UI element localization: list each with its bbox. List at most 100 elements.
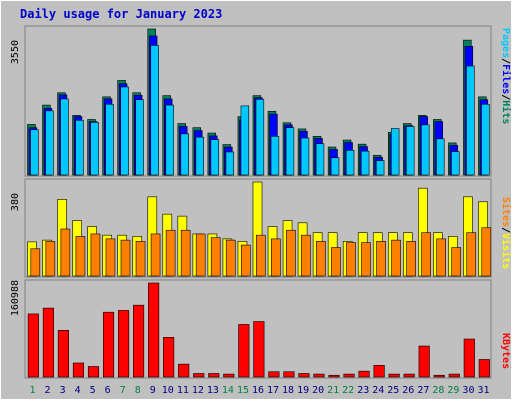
kbytes-bar-day-17 (268, 371, 280, 378)
pages-bar-day-17 (270, 136, 280, 176)
hits-files-pages-panel: 3550 Pages/Files/Hits (10, 25, 512, 177)
day-label-20: 20 (312, 385, 324, 396)
sites-bar-day-4 (75, 236, 86, 277)
day-label-16: 16 (252, 385, 264, 396)
kbytes-bar-day-1 (27, 313, 39, 378)
kbytes-bar-day-24 (373, 365, 385, 378)
day-label-25: 25 (387, 385, 399, 396)
sites-bar-day-30 (466, 232, 477, 277)
kbytes-bar-day-21 (328, 374, 340, 378)
day-label-24: 24 (372, 385, 384, 396)
sites-bar-day-29 (451, 247, 462, 277)
sites-bar-day-11 (180, 229, 191, 277)
sites-bar-day-14 (225, 239, 236, 277)
kbytes-bar-day-18 (283, 371, 295, 378)
pages-bar-day-15 (240, 105, 250, 176)
sites-bar-day-9 (150, 233, 161, 277)
legend-sep: / (500, 227, 511, 233)
kbytes-bar-day-31 (478, 359, 490, 378)
kbytes-bar-day-29 (448, 373, 460, 378)
day-label-4: 4 (75, 385, 81, 396)
panel-max-label: 160988 (10, 280, 21, 316)
kbytes-bar-day-28 (433, 374, 445, 378)
pages-bar-day-16 (255, 99, 265, 176)
sites-bar-day-3 (60, 228, 71, 277)
kbytes-bar-day-16 (253, 321, 265, 378)
sites-bar-day-8 (135, 241, 146, 277)
sites-bar-day-10 (165, 229, 176, 277)
pages-bar-day-7 (120, 86, 129, 176)
sites-bar-day-23 (361, 242, 371, 277)
pages-bar-day-3 (60, 98, 69, 176)
panel-max-label: 3550 (10, 40, 21, 64)
kbytes-bar-day-15 (238, 324, 250, 378)
pages-bar-day-8 (135, 99, 144, 176)
sites-bar-day-7 (120, 239, 131, 277)
panel-legend: Pages/Files/Hits (500, 28, 512, 124)
pages-bar-day-31 (481, 103, 490, 176)
pages-bar-day-2 (45, 110, 54, 176)
day-label-13: 13 (207, 385, 219, 396)
kbytes-bar-day-14 (223, 373, 235, 378)
sites-bar-day-17 (271, 238, 281, 277)
sites-bar-day-19 (301, 234, 311, 277)
kbytes-bar-day-11 (178, 363, 190, 378)
pages-bar-day-27 (421, 124, 430, 176)
day-label-26: 26 (402, 385, 414, 396)
kbytes-bar-day-6 (102, 311, 115, 378)
panel-bars (27, 28, 490, 176)
kbytes-bar-day-22 (343, 373, 355, 378)
pages-bar-day-4 (75, 120, 84, 176)
panel-bars (27, 181, 492, 277)
kbytes-bar-day-5 (87, 366, 100, 378)
day-label-10: 10 (162, 385, 174, 396)
kbytes-bar-day-30 (463, 338, 475, 378)
kbytes-bar-day-23 (358, 370, 370, 378)
legend-files: Files (500, 64, 512, 94)
pages-bar-day-29 (451, 151, 460, 176)
kbytes-bar-day-27 (418, 345, 430, 378)
panel-max-label: 380 (10, 193, 21, 211)
sites-bar-day-22 (346, 242, 356, 277)
kbytes-bar-day-20 (313, 373, 325, 378)
sites-bar-day-24 (376, 241, 386, 277)
pages-bar-day-19 (300, 137, 310, 176)
pages-bar-day-22 (345, 150, 355, 176)
pages-bar-day-11 (180, 133, 189, 176)
kbytes-bar-day-8 (133, 304, 145, 378)
day-label-18: 18 (282, 385, 294, 396)
legend-sep: / (500, 58, 511, 64)
day-label-30: 30 (462, 385, 474, 396)
kbytes-bar-day-9 (148, 282, 160, 378)
day-label-27: 27 (417, 385, 429, 396)
sites-bar-day-13 (210, 237, 221, 277)
kbytes-bar-day-25 (388, 373, 400, 378)
pages-bar-day-28 (436, 138, 445, 176)
kbytes-bar-day-26 (403, 373, 415, 378)
panel-bars (27, 282, 490, 378)
sites-bar-day-1 (30, 248, 41, 277)
day-label-17: 17 (267, 385, 279, 396)
pages-bar-day-12 (195, 136, 204, 176)
day-label-6: 6 (105, 385, 111, 396)
legend-kbytes: KBytes (500, 333, 511, 369)
sites-bar-day-31 (481, 227, 492, 277)
pages-bar-day-26 (406, 126, 415, 176)
pages-bar-day-23 (360, 150, 370, 176)
day-label-28: 28 (432, 385, 444, 396)
day-label-31: 31 (477, 385, 489, 396)
day-label-11: 11 (177, 385, 189, 396)
day-label-29: 29 (447, 385, 459, 396)
kbytes-bar-day-7 (118, 310, 130, 378)
sites-bar-day-18 (286, 229, 296, 277)
kbytes-bar-day-13 (208, 373, 220, 378)
pages-bar-day-14 (225, 151, 235, 176)
pages-bar-day-1 (30, 129, 39, 176)
day-label-7: 7 (120, 385, 126, 396)
sites-bar-day-21 (331, 247, 341, 277)
pages-bar-day-30 (466, 65, 475, 176)
day-label-3: 3 (60, 385, 66, 396)
kbytes-bar-day-19 (298, 373, 310, 378)
pages-bar-day-24 (375, 160, 385, 176)
chart-title: Daily usage for January 2023 (20, 7, 222, 21)
